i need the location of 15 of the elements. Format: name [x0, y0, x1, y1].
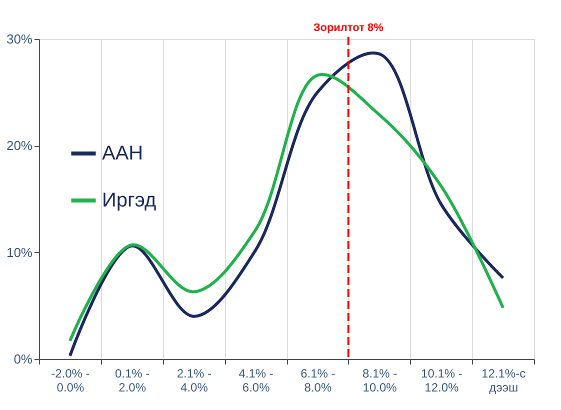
- y-tick-label: 0%: [14, 352, 33, 366]
- x-tick-label: 10.1% - 12.0%: [421, 366, 462, 394]
- x-tick-label: 12.1%-с дээш: [482, 366, 526, 394]
- x-tick-label: 0.1% - 2.0%: [114, 366, 150, 394]
- legend-label: ААН: [102, 142, 144, 164]
- x-tick-label: 2.1% - 4.0%: [176, 366, 212, 394]
- y-tick-label: 10%: [6, 244, 33, 260]
- y-tick-label: 20%: [6, 138, 33, 154]
- ref-line-label: Зорилтот 8%: [313, 22, 384, 34]
- legend-label: Иргэд: [102, 190, 157, 212]
- x-tick-label: 8.1% - 10.0%: [362, 366, 398, 394]
- x-tick-label: -2.0% - 0.0%: [51, 366, 90, 394]
- x-tick-label: 6.1% - 8.0%: [300, 366, 336, 394]
- x-tick-label: 4.1% - 6.0%: [238, 366, 274, 394]
- y-tick-label: 30%: [6, 32, 33, 46]
